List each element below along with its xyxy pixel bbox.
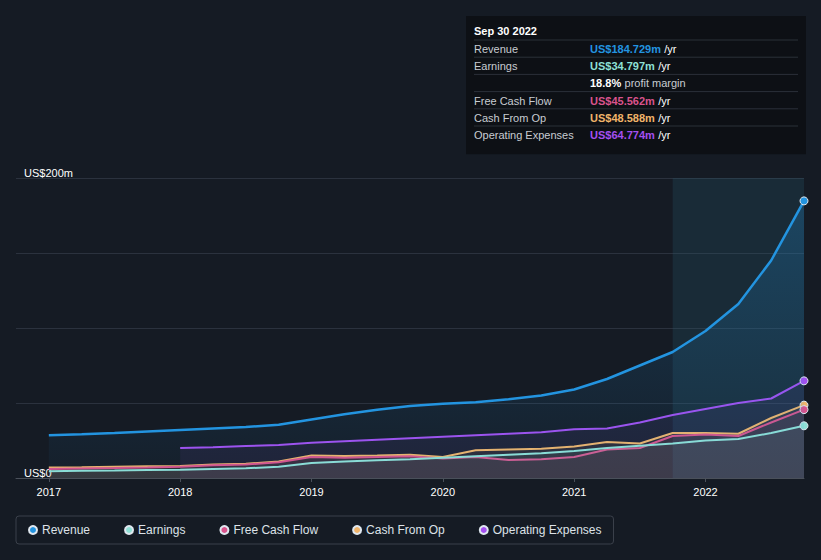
svg-text:Operating Expenses: Operating Expenses [493, 523, 602, 537]
svg-text:Revenue: Revenue [474, 43, 518, 55]
svg-text:/yr: /yr [658, 112, 671, 124]
svg-text:18.8%: 18.8% [590, 77, 621, 89]
svg-text:/yr: /yr [664, 43, 677, 55]
svg-text:2021: 2021 [562, 486, 586, 498]
svg-text:Sep 30 2022: Sep 30 2022 [474, 25, 537, 37]
svg-text:Earnings: Earnings [474, 60, 518, 72]
svg-text:2018: 2018 [168, 486, 192, 498]
svg-text:2017: 2017 [37, 486, 61, 498]
svg-text:Revenue: Revenue [42, 523, 90, 537]
svg-text:2019: 2019 [299, 486, 323, 498]
svg-text:/yr: /yr [658, 60, 671, 72]
svg-text:2020: 2020 [431, 486, 455, 498]
svg-text:US$64.774m: US$64.774m [590, 129, 655, 141]
svg-text:Cash From Op: Cash From Op [366, 523, 445, 537]
svg-text:/yr: /yr [658, 95, 671, 107]
svg-text:/yr: /yr [658, 129, 671, 141]
svg-text:US$48.588m: US$48.588m [590, 112, 655, 124]
svg-text:US$34.797m: US$34.797m [590, 60, 655, 72]
svg-text:Operating Expenses: Operating Expenses [474, 129, 574, 141]
svg-text:US$0: US$0 [24, 467, 52, 479]
svg-text:Earnings: Earnings [138, 523, 185, 537]
svg-text:US$200m: US$200m [24, 167, 73, 179]
svg-text:US$184.729m: US$184.729m [590, 43, 661, 55]
svg-text:profit margin: profit margin [625, 77, 686, 89]
svg-text:Free Cash Flow: Free Cash Flow [233, 523, 318, 537]
svg-text:Cash From Op: Cash From Op [474, 112, 546, 124]
svg-text:US$45.562m: US$45.562m [590, 95, 655, 107]
svg-text:2022: 2022 [693, 486, 717, 498]
svg-text:Free Cash Flow: Free Cash Flow [474, 95, 552, 107]
